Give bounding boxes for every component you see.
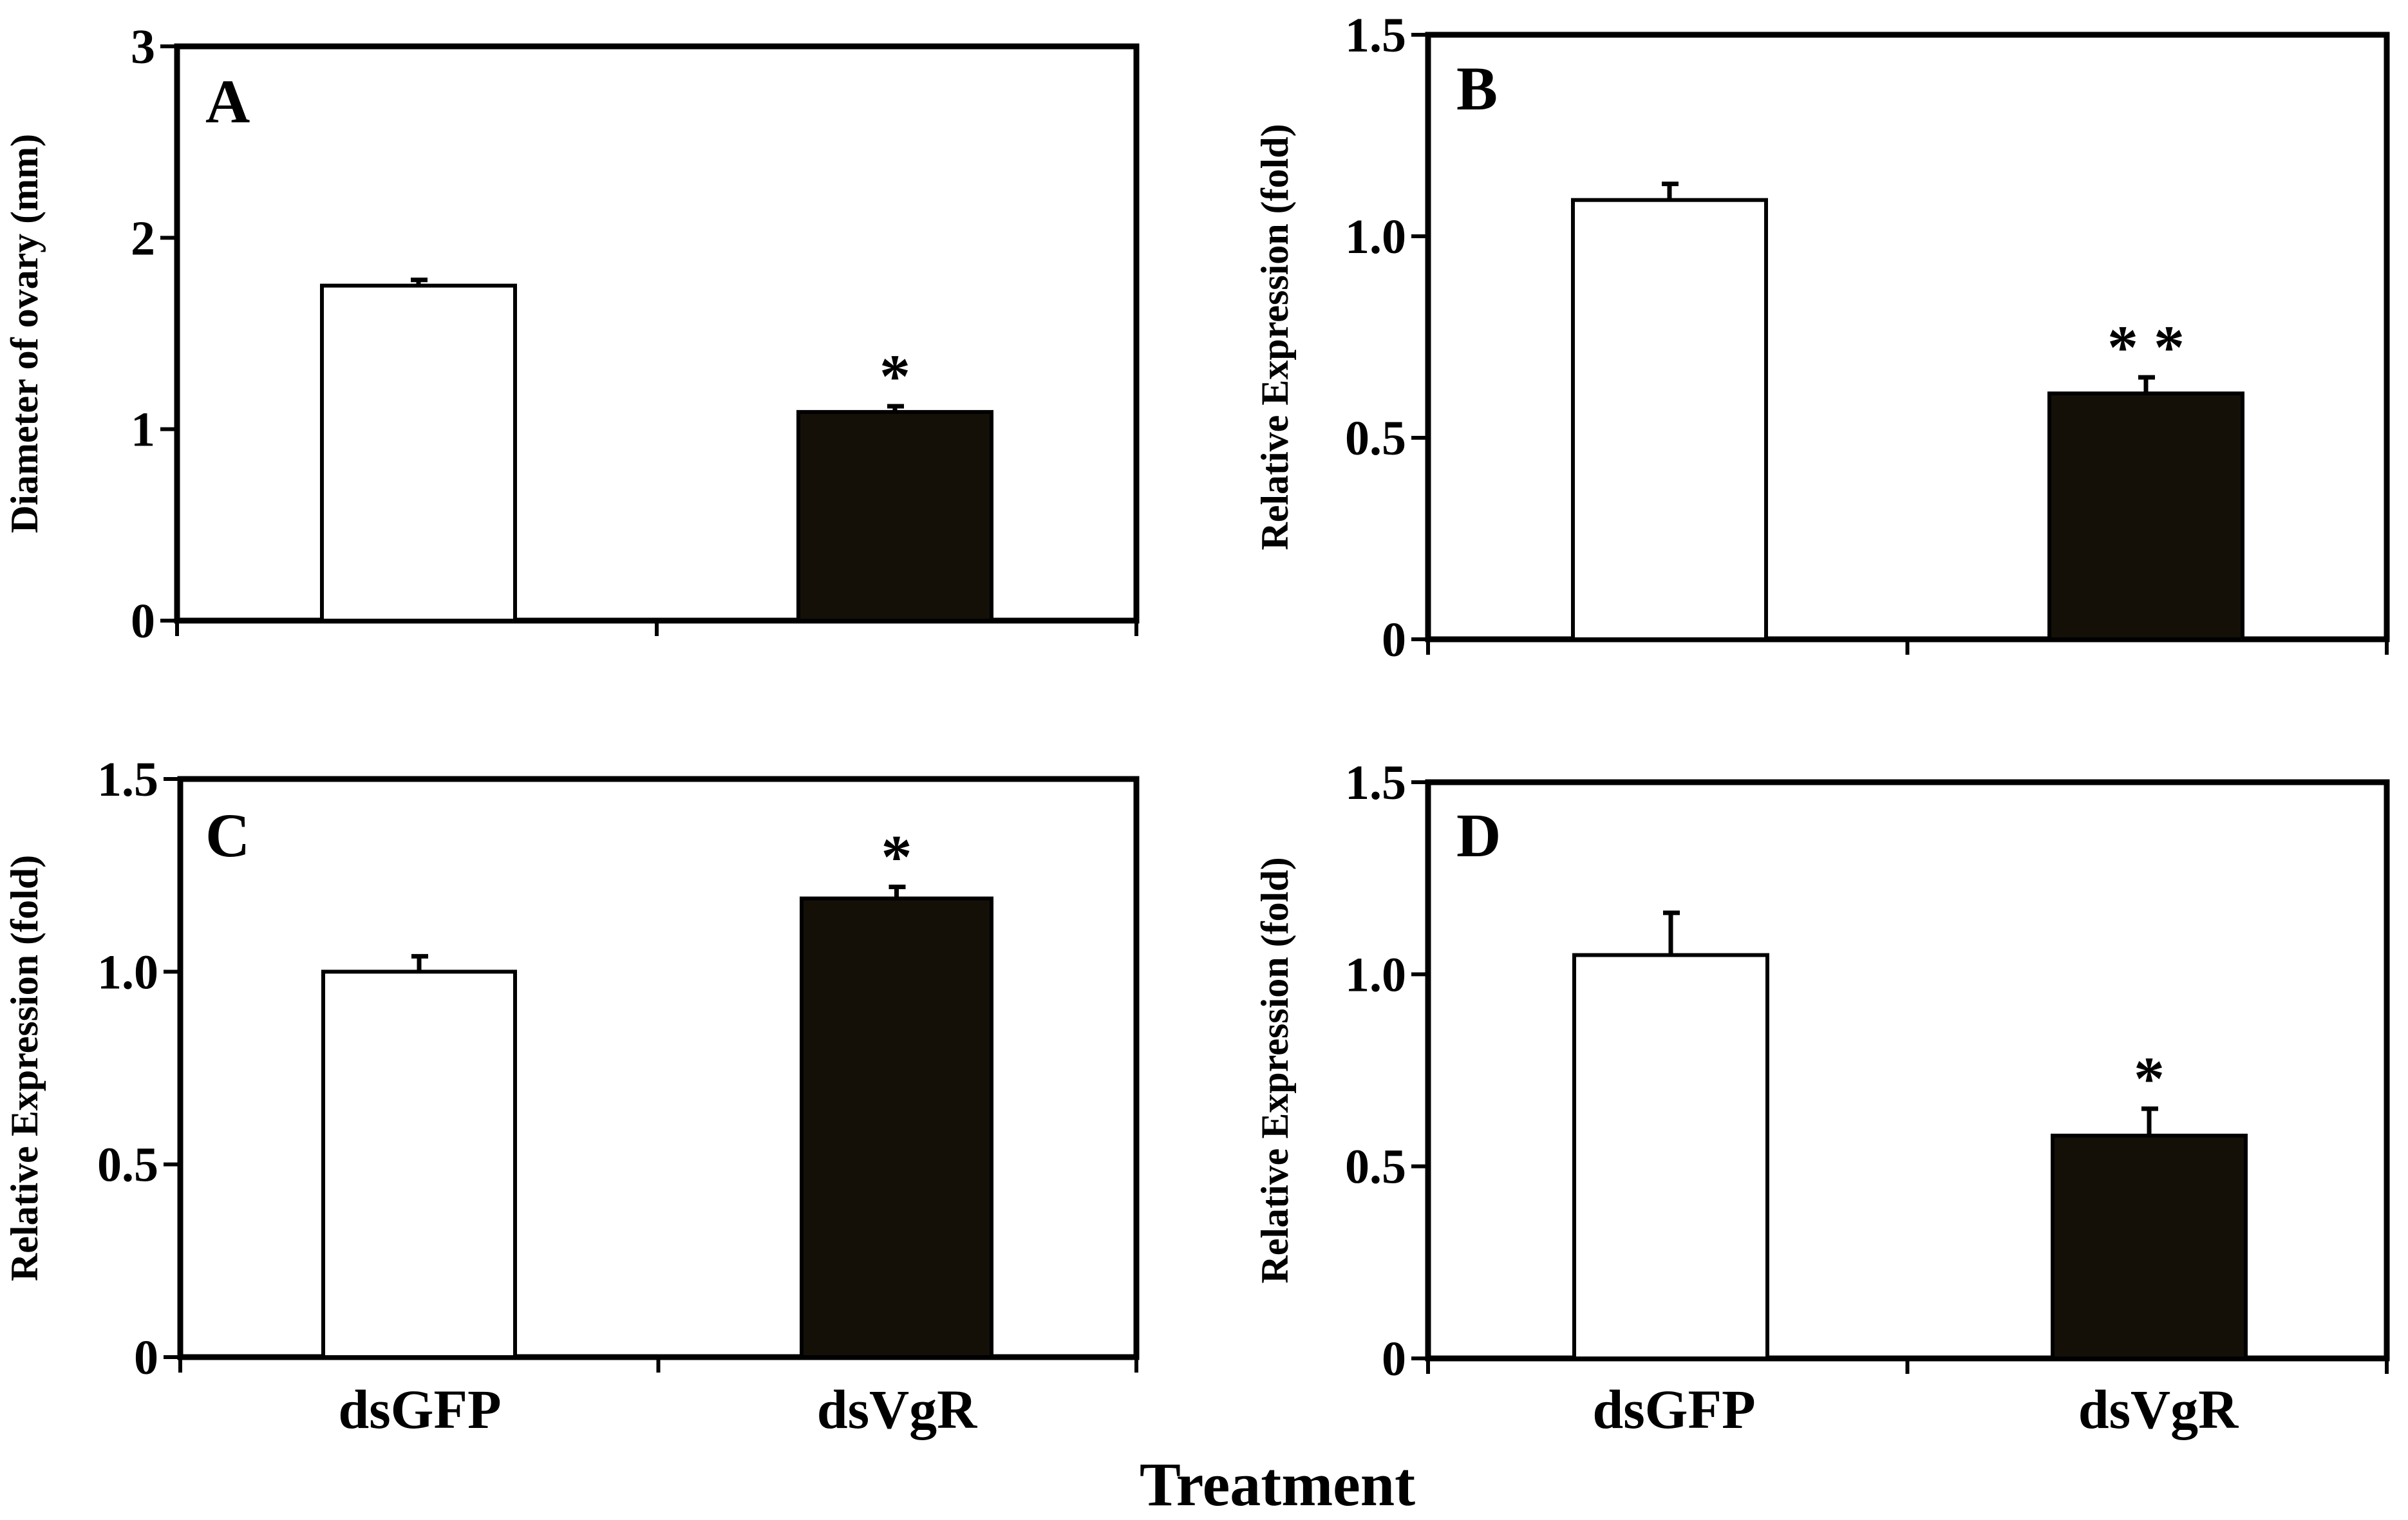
panel-letter-a: A [205, 67, 250, 136]
bar-d-dsgfp [1572, 953, 1769, 1360]
y-tick-label-c-3: 1.5 [97, 753, 158, 807]
panel-letter-c: C [205, 801, 250, 870]
y-tick-label-c-1: 0.5 [97, 1138, 158, 1192]
y-tick-label-b-3: 1.5 [1345, 8, 1406, 62]
y-tick-label-d-2: 1.0 [1345, 948, 1406, 1002]
x-category-label-dsvgr-right: dsVgR [2078, 1378, 2239, 1440]
panel-letter-d: D [1456, 801, 1501, 870]
y-tick-label-b-2: 1.0 [1345, 210, 1406, 264]
y-axis-title-a: Diameter of ovary (mm) [3, 134, 46, 533]
panel-letter-b: B [1456, 54, 1498, 123]
bar-b-dsvgr [2047, 391, 2244, 641]
bar-a-dsgfp [320, 283, 517, 623]
y-tick-label-d-1: 0.5 [1345, 1140, 1406, 1194]
y-tick-label-d-3: 1.5 [1345, 756, 1406, 810]
y-tick-label-b-0: 0 [1382, 613, 1406, 667]
bar-c-dsvgr [800, 896, 993, 1359]
y-tick-label-c-0: 0 [134, 1331, 158, 1385]
significance-mark-d-1: * [2134, 1044, 2165, 1113]
bar-c-dsgfp [321, 970, 517, 1360]
panel-d: 0 0.5 1.0 1.5 Relative Expression (fold) * D [1254, 756, 2390, 1386]
significance-mark-a-1: * [879, 342, 910, 411]
y-tick-label-a-1: 1 [131, 403, 155, 457]
x-category-label-dsgfp-right: dsGFP [1592, 1378, 1755, 1440]
bar-d-dsvgr [2051, 1133, 2248, 1361]
y-tick-label-b-1: 0.5 [1345, 411, 1406, 465]
y-axis-title-c: Relative Expression (fold) [3, 855, 46, 1281]
panel-c: 0 0.5 1.0 1.5 Relative Expression (fold) * C [3, 753, 1140, 1385]
y-tick-label-a-0: 0 [131, 594, 155, 648]
bar-b-dsgfp [1571, 198, 1768, 642]
x-category-label-dsgfp-left: dsGFP [338, 1378, 501, 1440]
bar-a-dsvgr [796, 409, 993, 623]
y-tick-label-a-3: 3 [131, 20, 155, 74]
shared-x-axis-title: Treatment [1140, 1450, 1415, 1519]
x-category-label-dsvgr-left: dsVgR [817, 1378, 977, 1440]
y-tick-label-a-2: 2 [131, 211, 155, 265]
panel-b: 0 0.5 1.0 1.5 Relative Expression (fold) * * B [1254, 8, 2390, 667]
significance-mark-b-1: * * [2107, 313, 2185, 382]
significance-mark-c-1: * [881, 823, 912, 892]
y-tick-label-d-0: 0 [1382, 1332, 1406, 1386]
y-axis-title-d: Relative Expression (fold) [1254, 857, 1296, 1283]
y-axis-title-b: Relative Expression (fold) [1254, 124, 1296, 550]
y-tick-label-c-2: 1.0 [97, 945, 158, 999]
panel-a: 0 1 2 3 Diameter of ovary (mm) * A [3, 20, 1140, 648]
